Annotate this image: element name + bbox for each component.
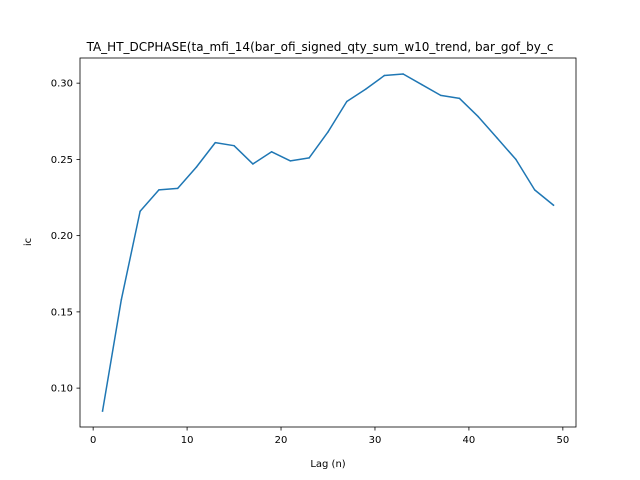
data-point [327, 131, 329, 133]
data-point [383, 74, 386, 77]
data-point [101, 410, 104, 412]
data-point [346, 100, 348, 103]
data-point [195, 166, 198, 168]
data-point [214, 141, 217, 144]
data-point [289, 160, 292, 162]
data-point [364, 88, 367, 91]
x-tick-label: 40 [463, 435, 476, 446]
x-tick-label: 30 [369, 435, 382, 446]
data-point [477, 115, 480, 118]
data-point [496, 137, 498, 139]
data-point [233, 144, 235, 147]
plot-area [80, 58, 576, 427]
data-point [120, 298, 123, 301]
plot-frame [79, 57, 577, 428]
data-point [176, 187, 179, 190]
y-tick-label: 0.30 [51, 79, 73, 90]
data-point [252, 163, 254, 165]
data-point [439, 94, 442, 97]
data-point [270, 151, 273, 153]
data-point [139, 210, 141, 212]
data-point [158, 189, 160, 191]
x-axis-label: Lag (n) [310, 459, 345, 470]
data-point [552, 204, 555, 206]
x-tick-label: 50 [556, 435, 569, 446]
y-axis-label: ic [23, 238, 34, 246]
chart-title: TA_HT_DCPHASE(ta_mfi_14(bar_ofi_signed_q… [86, 40, 554, 54]
data-point [402, 73, 404, 75]
data-point [515, 158, 517, 161]
y-tick-label: 0.15 [51, 307, 73, 318]
y-tick-label: 0.25 [51, 155, 73, 166]
data-point [533, 189, 536, 191]
ticks-layer: 0 10 20 30 40 50 0.10 0.15 0.20 0.25 0.30 [51, 79, 569, 446]
x-tick-label: 20 [275, 435, 288, 446]
y-tick-label: 0.10 [51, 384, 73, 395]
x-tick-label: 10 [181, 435, 194, 446]
series-layer [101, 73, 555, 412]
data-point [421, 83, 423, 86]
x-tick-label: 0 [90, 435, 96, 446]
data-point [458, 97, 461, 100]
y-tick-label: 0.20 [51, 231, 73, 242]
data-point [308, 157, 310, 159]
